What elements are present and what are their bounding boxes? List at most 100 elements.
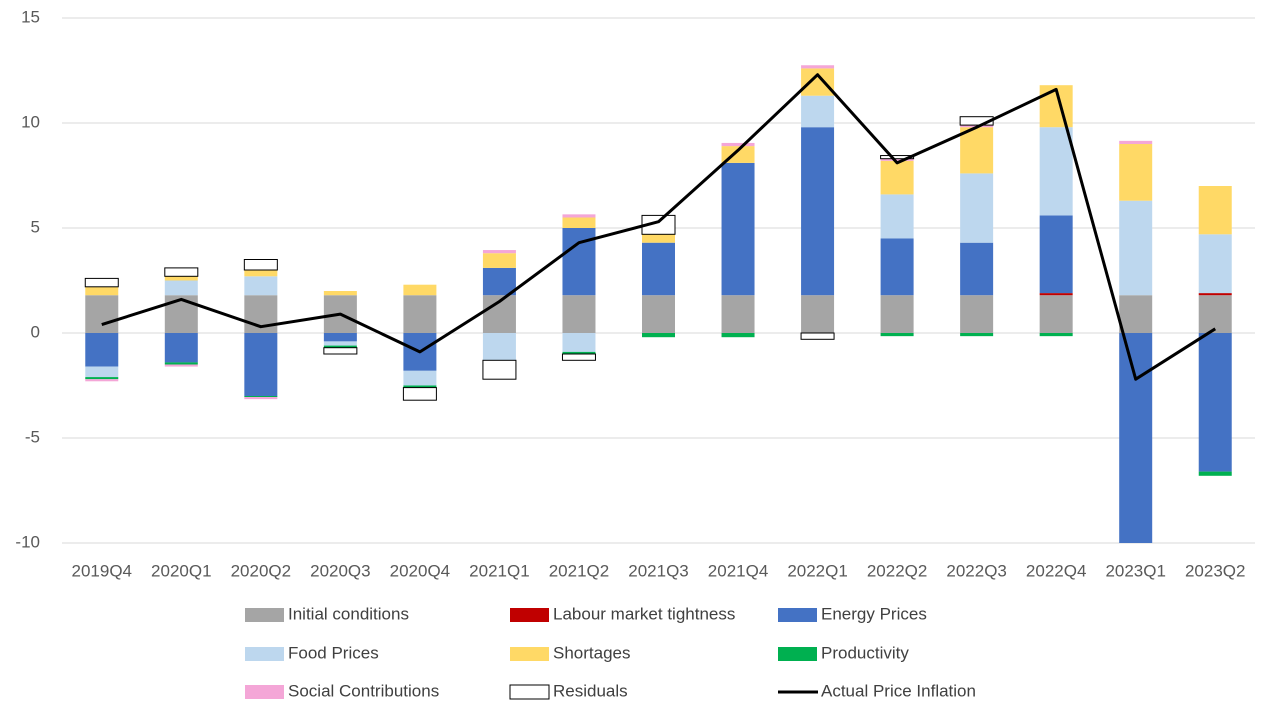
legend-label: Productivity: [821, 643, 909, 662]
bar-segment: [642, 295, 675, 333]
bar-segment: [721, 142, 755, 147]
bar-segment: [482, 359, 517, 380]
bar-segment: [1039, 127, 1073, 216]
x-tick-label: 2020Q1: [151, 561, 212, 580]
bar-segment: [402, 387, 437, 401]
bar-segment: [721, 333, 755, 338]
bar-segment: [880, 333, 914, 337]
x-tick-label: 2022Q3: [946, 561, 1007, 580]
bar-segment: [243, 259, 278, 271]
bar-segment: [642, 333, 675, 338]
bar-segment: [562, 333, 596, 352]
bar-segment: [323, 347, 358, 355]
line: [101, 73, 1217, 381]
bar-segment: [721, 295, 755, 333]
bar-segment: [562, 217, 596, 228]
bar-segment: [244, 333, 278, 396]
legend-label: Energy Prices: [821, 604, 927, 623]
bar-segment: [642, 242, 675, 296]
bar-segment: [1198, 333, 1232, 472]
bar-segment: [880, 194, 914, 239]
legend-label: Labour market tightness: [553, 604, 735, 623]
bar-segment: [1119, 333, 1153, 543]
bar-segment: [164, 267, 199, 277]
bar-segment: [880, 295, 914, 333]
labels: -10 -5 0 5 10 15 2019Q4 2020Q1 2020Q2 2020Q3 2020Q…: [15, 7, 1245, 580]
bar-segment: [164, 364, 198, 367]
bar-segment: [1039, 293, 1073, 296]
bar-segment: [403, 284, 437, 296]
bar-segment: [562, 228, 596, 296]
bars: [84, 65, 1232, 543]
lines: [101, 73, 1217, 381]
legend: Initial conditions Labour market tightnes…: [245, 604, 976, 700]
bar-segment: [561, 353, 596, 361]
bar-segment: [164, 276, 198, 281]
x-tick-label: 2021Q4: [708, 561, 769, 580]
legend-swatch: [245, 608, 284, 622]
x-tick-label: 2020Q3: [310, 561, 371, 580]
bar-segment: [1119, 200, 1153, 296]
legend-swatch: [778, 608, 817, 622]
x-tick-label: 2023Q1: [1105, 561, 1166, 580]
legend-swatch: [510, 608, 549, 622]
bar-segment: [403, 370, 437, 386]
bar-segment: [85, 333, 119, 367]
bar-segment: [85, 366, 119, 378]
bar-segment: [1198, 295, 1232, 333]
x-tick-label: 2020Q2: [231, 561, 292, 580]
bar-segment: [323, 291, 357, 296]
bar-segment: [801, 95, 835, 128]
bar-segment: [482, 250, 516, 254]
bar-segment: [85, 286, 119, 296]
bar-segment: [960, 127, 994, 174]
bar-segment: [482, 253, 516, 268]
y-tick-label: 0: [31, 322, 40, 341]
bar-segment: [164, 362, 198, 365]
y-tick-label: -5: [25, 427, 40, 446]
legend-swatch: [245, 685, 284, 699]
bar-segment: [1198, 471, 1232, 476]
bar-segment: [1198, 186, 1232, 235]
bar-segment: [1119, 140, 1153, 144]
bar-segment: [85, 379, 119, 382]
bar-segment: [1039, 295, 1073, 333]
legend-label: Initial conditions: [288, 604, 409, 623]
bar-segment: [562, 351, 596, 354]
bar-segment: [244, 397, 278, 400]
bar-segment: [244, 270, 278, 277]
legend-swatch: [778, 647, 817, 661]
bar-segment: [960, 333, 994, 337]
legend-label: Social Contributions: [288, 681, 439, 700]
bar-segment: [1039, 215, 1073, 294]
bar-segment: [880, 238, 914, 296]
x-tick-label: 2021Q1: [469, 561, 530, 580]
x-tick-label: 2020Q4: [390, 561, 451, 580]
bar-segment: [244, 276, 278, 296]
x-tick-label: 2021Q3: [628, 561, 689, 580]
legend-label: Actual Price Inflation: [821, 681, 976, 700]
y-tick-label: 10: [21, 112, 40, 131]
bar-segment: [84, 277, 119, 288]
bar-segment: [562, 214, 596, 218]
x-tick-label: 2021Q2: [549, 561, 610, 580]
x-tick-label: 2019Q4: [72, 561, 133, 580]
bar-segment: [960, 242, 994, 296]
bar-segment: [482, 267, 516, 296]
x-tick-label: 2022Q1: [787, 561, 848, 580]
bar-segment: [721, 162, 755, 296]
bar-segment: [482, 333, 516, 361]
bar-segment: [1198, 234, 1232, 294]
bar-segment: [323, 333, 357, 342]
x-tick-label: 2023Q2: [1185, 561, 1246, 580]
bar-segment: [801, 68, 835, 96]
bar-segment: [1198, 293, 1232, 296]
bar-segment: [880, 160, 914, 195]
x-tick-label: 2022Q2: [867, 561, 928, 580]
bar-segment: [244, 396, 278, 398]
legend-label: Shortages: [553, 643, 631, 662]
bar-segment: [960, 295, 994, 333]
bar-segment: [403, 295, 437, 333]
bar-segment: [164, 280, 198, 296]
bar-segment: [562, 295, 596, 333]
